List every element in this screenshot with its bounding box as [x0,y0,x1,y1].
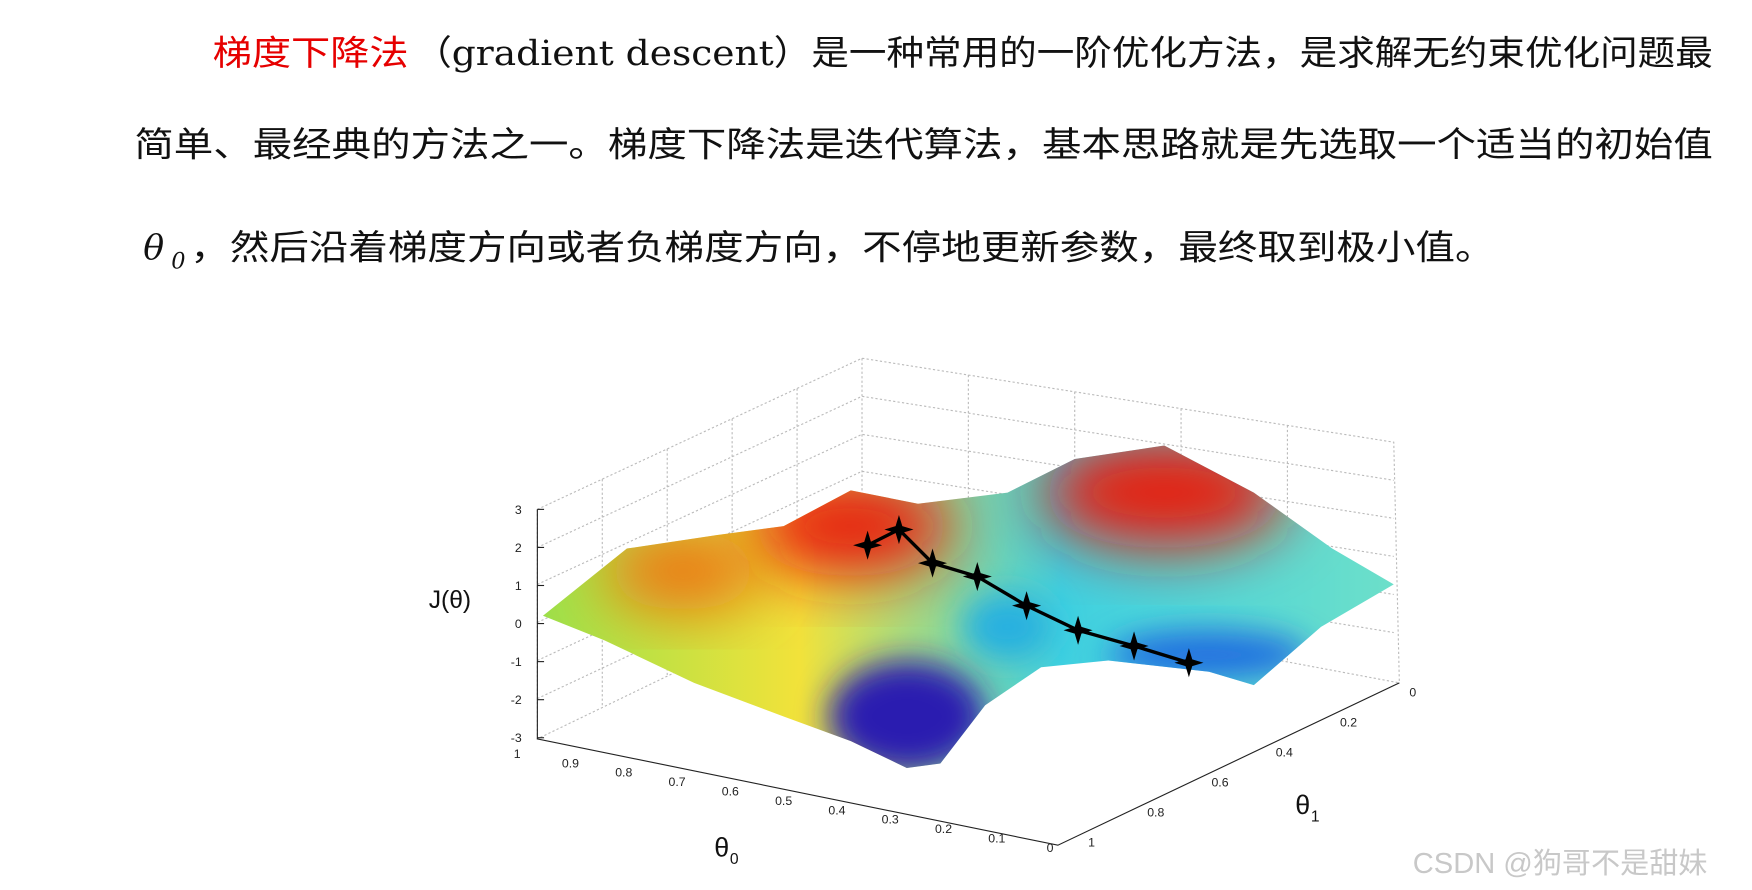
x-axis-label-subscript: 0 [730,851,739,868]
x-tick-label: 0.9 [562,756,579,770]
y-tick-label: 0.6 [1211,775,1228,789]
marker [853,530,883,560]
marker [1119,631,1149,661]
markers [853,514,1204,678]
z-tick-label: -3 [511,731,522,745]
x-tick-label: 0.5 [775,794,792,808]
z-tick-label: 3 [515,503,522,517]
marker [962,561,992,592]
x-tick-label: 0.7 [669,775,686,789]
paragraph-line: 简单、最经典的方法之一。梯度下降法是迭代算法，基本思路就是先选取一个适当的初始值 [134,126,1712,166]
z-tick-label: 1 [515,579,522,593]
marker [1174,648,1204,678]
paragraph-line: （gradient descent）是一种常用的一阶优化方法，是求解无约束优化问… [414,34,1713,74]
z-tick-label: 0 [515,617,522,631]
marker [917,548,948,578]
descent-path [866,527,1190,665]
symbol: θ [143,229,164,269]
y-tick-label: 0.2 [1340,715,1357,729]
z-axis-label: J(θ) [429,587,471,614]
z-tick-label: 2 [515,541,522,555]
z-tick-label: -2 [511,693,522,707]
tick-labels: 3 2 1 0 -1 -2 -3 1 0.9 0.8 0.7 0.6 0.5 0.4 0.3 0.2 0.1 0 0… [511,503,1417,855]
x-tick-label: 0.2 [935,822,952,836]
x-tick-label: 0.3 [882,813,899,827]
axes [536,509,1400,846]
z-tick-label: -1 [511,655,522,669]
watermark: CSDN @狗哥不是甜妹 [1413,847,1708,880]
y-tick-label: 1 [1088,835,1095,849]
term: 梯度下降法 [213,34,409,74]
x-tick-label: 0.6 [722,785,739,799]
marker [884,514,914,545]
y-axis-label: θ [1295,790,1310,820]
y-axis-label-subscript: 1 [1311,809,1320,826]
marker [1063,615,1093,645]
marker [1012,591,1042,621]
x-tick-label: 0.4 [828,803,845,817]
x-tick-label: 0 [1047,841,1054,855]
x-tick-label: 0.1 [988,832,1005,846]
y-tick-label: 0.4 [1276,745,1293,759]
x-axis-label: θ [714,832,729,862]
x-tick-label: 0.8 [615,766,632,780]
paragraph-line: ，然后沿着梯度方向或者负梯度方向，不停地更新参数，最终取到极小值。 [190,229,1494,269]
x-tick-label: 1 [514,747,521,761]
subscript: 0 [171,249,185,275]
y-tick-label: 0 [1409,685,1416,699]
y-tick-label: 0.8 [1147,805,1164,819]
